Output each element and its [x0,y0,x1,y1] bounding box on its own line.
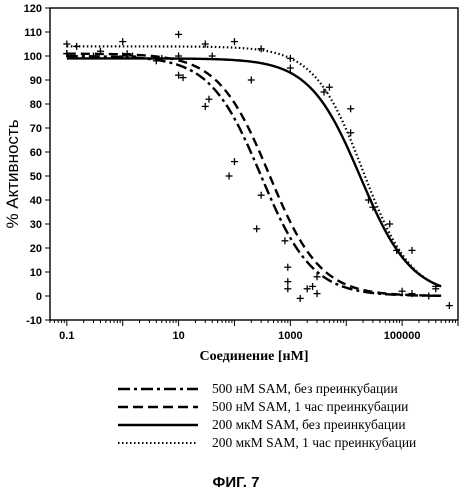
y-tick-label: 0 [36,291,42,303]
data-point-marker [398,287,406,295]
data-point-marker [123,50,131,58]
data-point-marker [257,45,265,53]
y-tick-label: 30 [30,219,42,231]
data-point-marker [201,40,209,48]
y-tick-label: 70 [30,123,42,135]
data-point-marker [313,273,321,281]
fit-curve-dashed [66,52,442,297]
legend-item: 200 мкМ SAM, 1 час преинкубации [118,434,468,451]
data-point-marker [225,172,233,180]
data-point-marker [408,246,416,254]
y-tick-label: 120 [24,3,42,15]
legend-item: 500 нМ SAM, 1 час преинкубации [118,398,468,415]
figure-caption: ФИГ. 7 [212,474,260,491]
x-tick-label: 0.1 [59,330,74,342]
y-tick-label: 50 [30,171,42,183]
legend-label: 200 мкМ SAM, 1 час преинкубации [212,434,417,450]
data-point-marker [425,292,433,300]
y-tick-label: 60 [30,147,42,159]
x-tick-label: 10 [172,330,184,342]
legend-label: 500 нМ SAM, 1 час преинкубации [212,398,409,414]
y-tick-label: 80 [30,99,42,111]
legend-swatch-solid [118,423,198,426]
legend-item: 200 мкМ SAM, без преинкубации [118,416,468,433]
data-point-marker [201,102,209,110]
data-point-marker [247,76,255,84]
y-tick-label: 110 [24,27,42,39]
data-point-marker [73,42,81,50]
data-point-marker [364,196,372,204]
data-point-marker [119,38,127,46]
legend: 500 нМ SAM, без преинкубации 500 нМ SAM,… [118,380,468,452]
y-tick-label: 10 [30,267,42,279]
data-point-marker [309,282,317,290]
x-tick-label: 100000 [384,330,421,342]
data-point-marker [158,54,166,62]
data-point-marker [408,290,416,298]
data-point-marker [393,246,401,254]
data-point-marker [286,64,294,72]
data-point-marker [296,294,304,302]
data-point-marker [347,105,355,113]
x-axis-label: Соединение [нМ] [199,349,308,364]
legend-swatch-dashed [118,405,198,408]
data-point-marker [313,290,321,298]
tick-labels: -10 0 10 20 30 40 50 60 70 80 90 100 110 120 0.1 10 1000… [24,3,421,342]
data-point-marker [320,88,328,96]
data-point-marker [119,52,127,60]
data-point-marker [96,47,104,55]
data-point-marker [152,57,160,65]
data-point-marker [257,191,265,199]
data-point-marker [175,71,183,79]
data-point-marker [89,52,97,60]
data-point-marker [129,52,137,60]
plot-frame [49,7,459,321]
fit-curve-dashdot [66,54,442,297]
data-point-marker [284,278,292,286]
data-point-marker [284,285,292,293]
y-tick-label: 40 [30,195,42,207]
legend-label: 500 нМ SAM, без преинкубации [212,380,398,396]
y-tick-label: 20 [30,243,42,255]
y-tick-label: 100 [24,51,42,63]
data-point-marker [63,40,71,48]
fit-curves [66,45,442,297]
y-axis-label: % Активность [3,119,22,228]
data-point-marker [281,237,289,245]
legend-swatch-dotted [118,441,198,444]
fit-curve-solid [66,57,442,288]
data-points [63,30,453,310]
data-point-marker [325,83,333,91]
fit-curve-dotted [66,45,442,288]
data-point-marker [175,52,183,60]
y-tick-label: -10 [26,315,42,327]
x-tick-label: 1000 [278,330,302,342]
data-point-marker [205,95,213,103]
chart: -10 0 10 20 30 40 50 60 70 80 90 100 110 120 0.1 10 1000… [3,3,459,364]
data-point-marker [284,263,292,271]
data-point-marker [445,302,453,310]
legend-label: 200 мкМ SAM, без преинкубации [212,416,406,432]
data-point-marker [386,220,394,228]
data-point-marker [230,38,238,46]
legend-item: 500 нМ SAM, без преинкубации [118,380,468,397]
y-tick-label: 90 [30,75,42,87]
data-point-marker [286,54,294,62]
data-point-marker [253,225,261,233]
data-point-marker [303,285,311,293]
data-point-marker [347,129,355,137]
data-point-marker [230,158,238,166]
data-point-marker [179,74,187,82]
axes [45,7,459,326]
data-point-marker [369,203,377,211]
legend-swatch-dashdot [118,387,198,390]
data-point-marker [63,50,71,58]
data-point-marker [432,282,440,290]
data-point-marker [208,52,216,60]
data-point-marker [175,30,183,38]
